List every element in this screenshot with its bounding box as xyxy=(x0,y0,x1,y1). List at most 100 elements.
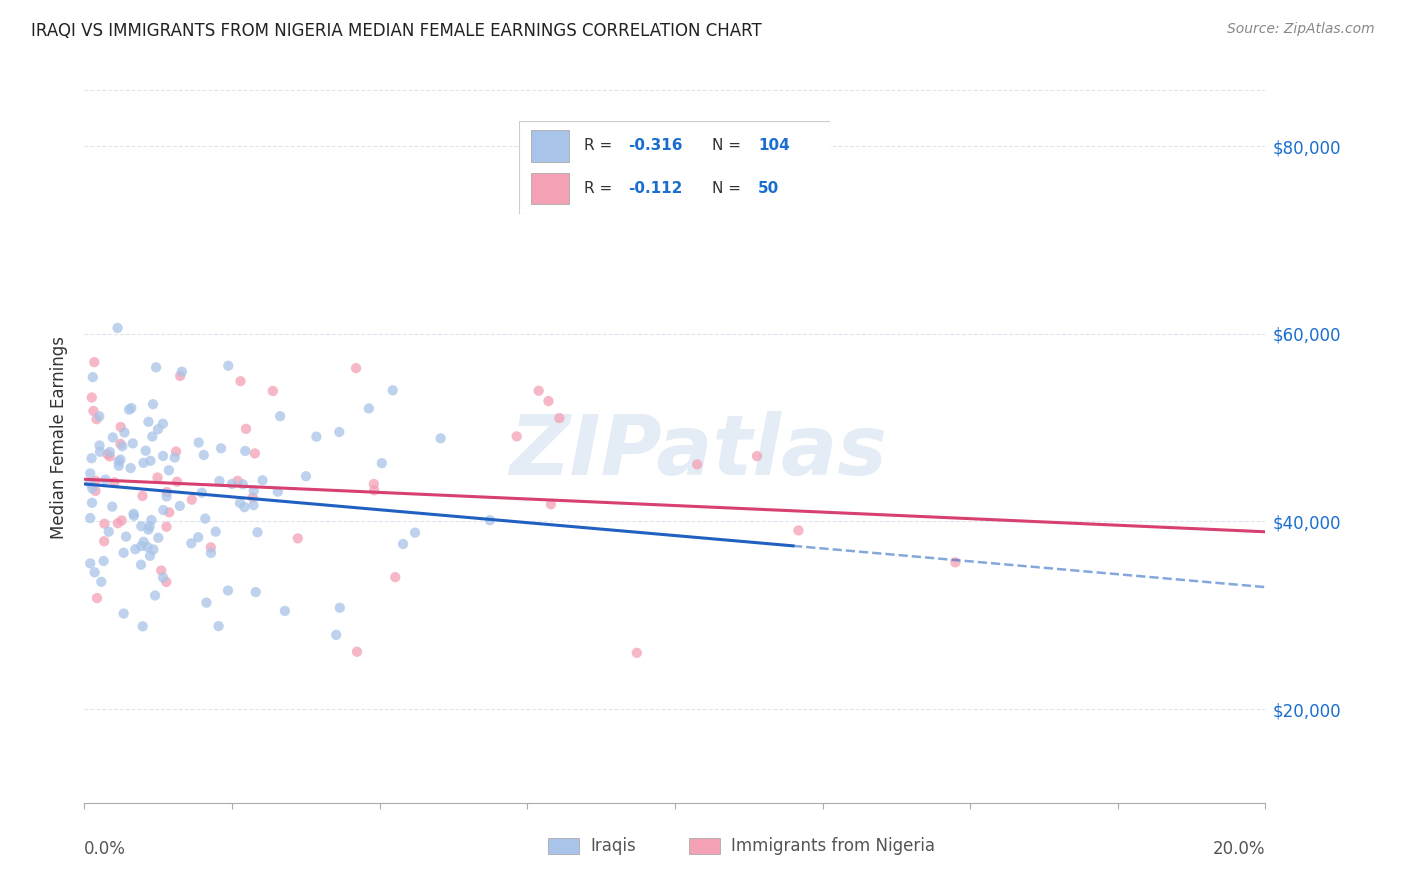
Point xyxy=(363,483,385,498)
Point xyxy=(295,469,318,483)
Point xyxy=(90,574,112,589)
Point xyxy=(141,513,163,527)
Point xyxy=(169,499,191,513)
Point xyxy=(155,490,177,504)
Point xyxy=(98,445,121,459)
Point xyxy=(170,365,193,379)
Point xyxy=(505,429,527,443)
Point xyxy=(156,485,179,500)
Point xyxy=(745,449,768,463)
Point xyxy=(429,431,451,445)
Text: Source: ZipAtlas.com: Source: ZipAtlas.com xyxy=(1227,22,1375,37)
Point xyxy=(89,438,111,452)
Point xyxy=(138,415,160,429)
Point xyxy=(107,516,129,531)
Point xyxy=(122,508,145,523)
Point xyxy=(166,475,188,489)
Point xyxy=(242,498,264,512)
Point xyxy=(363,477,385,491)
Point xyxy=(132,534,155,549)
Point xyxy=(118,402,141,417)
Text: ZIPatlas: ZIPatlas xyxy=(509,411,887,492)
Point xyxy=(540,497,562,511)
Point xyxy=(233,444,256,458)
Point xyxy=(93,534,115,549)
Point xyxy=(242,491,264,505)
Point xyxy=(103,475,125,490)
Text: N =: N = xyxy=(711,138,745,153)
Point xyxy=(141,429,163,443)
Text: IRAQI VS IMMIGRANTS FROM NIGERIA MEDIAN FEMALE EARNINGS CORRELATION CHART: IRAQI VS IMMIGRANTS FROM NIGERIA MEDIAN … xyxy=(31,22,762,40)
Point xyxy=(221,477,243,491)
Text: R =: R = xyxy=(585,181,617,196)
Point xyxy=(381,384,404,398)
Point xyxy=(208,474,231,488)
Point xyxy=(152,503,174,517)
Point xyxy=(152,571,174,585)
Point xyxy=(121,436,143,450)
Point xyxy=(98,450,121,464)
Point xyxy=(146,422,169,436)
Point xyxy=(392,537,415,551)
Point xyxy=(180,536,202,550)
Point xyxy=(232,477,254,491)
Point xyxy=(346,645,368,659)
Text: R =: R = xyxy=(585,138,617,153)
Point xyxy=(139,549,162,563)
Point xyxy=(217,359,239,373)
Text: 0.0%: 0.0% xyxy=(84,840,127,858)
Point xyxy=(229,374,252,388)
Point xyxy=(79,557,101,571)
Point xyxy=(200,541,222,555)
Point xyxy=(233,500,256,515)
Point xyxy=(329,600,352,615)
Point xyxy=(96,447,118,461)
Point xyxy=(371,456,394,470)
Point xyxy=(344,361,367,376)
Point xyxy=(305,430,328,444)
Point xyxy=(245,585,267,599)
Point xyxy=(80,451,103,466)
Point xyxy=(242,483,264,498)
Point xyxy=(93,516,115,531)
Text: 50: 50 xyxy=(758,181,779,196)
Point xyxy=(686,458,709,472)
Point xyxy=(136,523,159,537)
Point xyxy=(246,525,269,540)
Point xyxy=(86,591,108,606)
Point xyxy=(180,492,202,507)
Point xyxy=(207,619,229,633)
Point xyxy=(101,430,124,444)
Point xyxy=(110,452,132,467)
Point xyxy=(89,409,111,424)
Point xyxy=(194,511,217,525)
Point xyxy=(145,360,167,375)
Point xyxy=(136,540,159,554)
Point xyxy=(537,394,560,409)
Point xyxy=(945,555,967,569)
Point xyxy=(200,546,222,560)
Point xyxy=(111,513,134,527)
Point xyxy=(120,461,142,475)
Point xyxy=(229,496,252,510)
Text: 104: 104 xyxy=(758,138,790,153)
Point xyxy=(138,519,160,533)
Point xyxy=(169,368,191,383)
Point xyxy=(82,482,104,496)
Point xyxy=(131,489,153,503)
Point xyxy=(146,470,169,484)
Point xyxy=(287,532,309,546)
Point xyxy=(129,558,152,572)
Point xyxy=(152,449,174,463)
Point xyxy=(107,321,129,335)
Point xyxy=(115,530,138,544)
Point xyxy=(626,646,648,660)
Point xyxy=(79,511,101,525)
Point xyxy=(139,454,162,468)
Text: Immigrants from Nigeria: Immigrants from Nigeria xyxy=(731,837,935,855)
Text: -0.316: -0.316 xyxy=(627,138,682,153)
Point xyxy=(548,411,571,425)
Point xyxy=(142,542,165,557)
Point xyxy=(527,384,550,398)
Point xyxy=(94,473,117,487)
